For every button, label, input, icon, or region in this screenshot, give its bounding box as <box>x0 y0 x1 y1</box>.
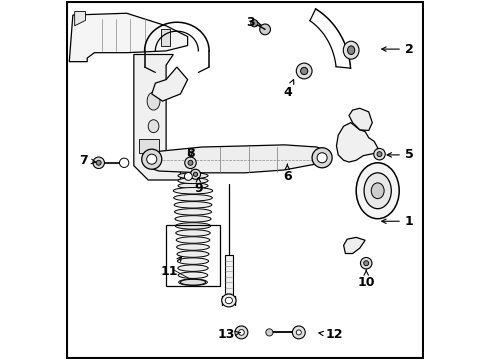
Polygon shape <box>134 54 180 180</box>
Ellipse shape <box>266 329 273 336</box>
Text: 3: 3 <box>246 16 261 29</box>
Ellipse shape <box>235 326 248 339</box>
Ellipse shape <box>148 120 159 133</box>
Ellipse shape <box>185 157 196 168</box>
Ellipse shape <box>260 24 270 35</box>
Polygon shape <box>148 145 327 173</box>
Bar <box>139 139 159 153</box>
Ellipse shape <box>178 265 208 271</box>
Text: 8: 8 <box>186 147 195 159</box>
Ellipse shape <box>96 160 101 165</box>
Ellipse shape <box>221 294 236 307</box>
Ellipse shape <box>293 326 305 339</box>
Text: 11: 11 <box>161 257 181 278</box>
Ellipse shape <box>147 92 160 110</box>
Polygon shape <box>152 67 188 101</box>
Ellipse shape <box>361 257 372 269</box>
Ellipse shape <box>176 244 209 250</box>
Ellipse shape <box>120 158 129 167</box>
Ellipse shape <box>188 160 193 165</box>
Ellipse shape <box>175 223 211 229</box>
Ellipse shape <box>173 194 212 201</box>
Ellipse shape <box>364 173 392 209</box>
Polygon shape <box>349 108 372 131</box>
Ellipse shape <box>173 188 213 194</box>
Ellipse shape <box>180 279 205 285</box>
Ellipse shape <box>343 41 359 59</box>
Ellipse shape <box>347 46 355 54</box>
Ellipse shape <box>194 172 197 176</box>
Ellipse shape <box>177 251 209 257</box>
Ellipse shape <box>296 330 301 335</box>
Ellipse shape <box>174 202 212 208</box>
Ellipse shape <box>296 63 312 79</box>
Text: 5: 5 <box>387 148 414 161</box>
Ellipse shape <box>371 183 384 199</box>
Ellipse shape <box>176 230 210 236</box>
Ellipse shape <box>239 329 245 335</box>
Ellipse shape <box>178 178 208 184</box>
Polygon shape <box>74 12 85 26</box>
Text: 4: 4 <box>284 80 294 99</box>
Polygon shape <box>343 237 365 253</box>
Ellipse shape <box>177 258 209 264</box>
Ellipse shape <box>251 20 258 27</box>
Text: 6: 6 <box>283 164 292 183</box>
Ellipse shape <box>317 153 327 163</box>
Ellipse shape <box>300 67 308 75</box>
Ellipse shape <box>191 169 200 179</box>
Ellipse shape <box>356 163 399 219</box>
Ellipse shape <box>176 237 210 243</box>
Ellipse shape <box>178 183 208 189</box>
Ellipse shape <box>174 209 212 215</box>
Text: 12: 12 <box>319 328 343 341</box>
Ellipse shape <box>179 279 207 285</box>
Ellipse shape <box>178 173 208 179</box>
Text: 10: 10 <box>358 270 375 289</box>
Ellipse shape <box>147 154 157 164</box>
Ellipse shape <box>142 149 162 169</box>
Ellipse shape <box>312 148 332 168</box>
Bar <box>166 225 220 286</box>
Ellipse shape <box>93 157 104 168</box>
Ellipse shape <box>178 188 208 194</box>
Polygon shape <box>337 123 378 162</box>
Ellipse shape <box>184 172 192 180</box>
Text: 2: 2 <box>382 42 414 55</box>
Ellipse shape <box>377 152 382 157</box>
Polygon shape <box>69 13 188 62</box>
Text: 13: 13 <box>218 328 241 341</box>
Ellipse shape <box>225 297 232 304</box>
Text: 9: 9 <box>194 177 203 195</box>
Ellipse shape <box>364 261 368 266</box>
Ellipse shape <box>178 272 208 278</box>
Ellipse shape <box>374 148 385 160</box>
Text: 1: 1 <box>382 215 414 228</box>
Text: 7: 7 <box>79 154 96 167</box>
Ellipse shape <box>175 216 211 222</box>
Bar <box>224 255 233 298</box>
Bar <box>161 30 170 45</box>
